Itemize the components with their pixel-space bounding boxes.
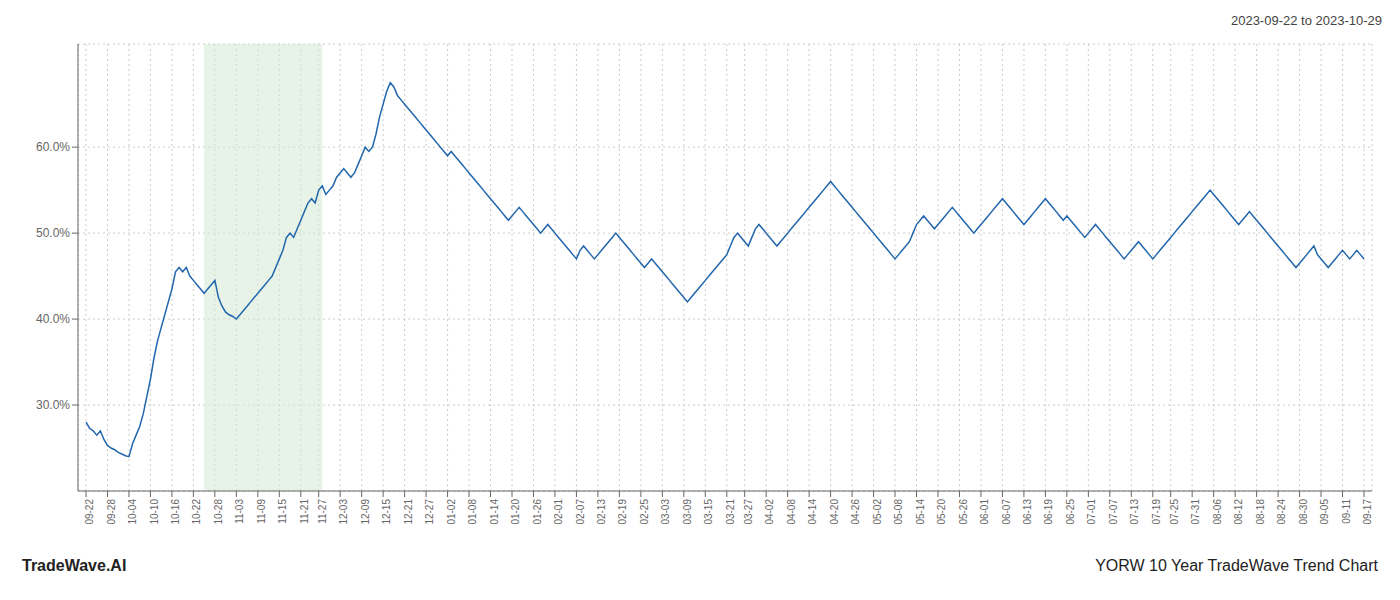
svg-text:30.0%: 30.0%	[36, 398, 70, 412]
svg-text:09-28: 09-28	[106, 499, 117, 525]
svg-text:04-14: 04-14	[807, 499, 818, 525]
svg-text:60.0%: 60.0%	[36, 140, 70, 154]
svg-text:03-09: 03-09	[682, 499, 693, 525]
svg-text:10-28: 10-28	[213, 499, 224, 525]
svg-text:01-02: 01-02	[446, 499, 457, 525]
svg-text:09-11: 09-11	[1341, 499, 1352, 524]
svg-text:08-06: 08-06	[1212, 499, 1223, 525]
svg-text:06-13: 06-13	[1022, 499, 1033, 525]
svg-text:12-03: 12-03	[338, 499, 349, 525]
svg-text:11-03: 11-03	[234, 499, 245, 524]
svg-text:04-20: 04-20	[829, 499, 840, 525]
svg-text:04-02: 04-02	[764, 499, 775, 525]
svg-text:12-09: 12-09	[360, 499, 371, 525]
svg-text:12-21: 12-21	[403, 499, 414, 525]
svg-text:06-19: 06-19	[1043, 499, 1054, 525]
svg-text:10-16: 10-16	[170, 499, 181, 525]
html-text:TradeWave.AI: TradeWave.AI	[22, 557, 127, 574]
html-text:YORW 10 Year TradeWave Trend C: YORW 10 Year TradeWave Trend Chart	[1095, 557, 1378, 574]
svg-text:05-08: 05-08	[893, 499, 904, 525]
svg-text:06-25: 06-25	[1065, 499, 1076, 525]
svg-text:07-31: 07-31	[1190, 499, 1201, 525]
svg-text:12-15: 12-15	[381, 499, 392, 525]
svg-text:02-25: 02-25	[639, 499, 650, 525]
svg-text:05-14: 05-14	[915, 499, 926, 525]
svg-text:01-26: 01-26	[532, 499, 543, 525]
svg-text:10-22: 10-22	[191, 499, 202, 525]
svg-text:05-26: 05-26	[958, 499, 969, 525]
svg-text:06-01: 06-01	[979, 499, 990, 525]
svg-text:03-21: 03-21	[725, 499, 736, 525]
svg-text:02-07: 02-07	[575, 499, 586, 525]
svg-text:08-18: 08-18	[1255, 499, 1266, 525]
svg-text:11-27: 11-27	[317, 499, 328, 524]
svg-text:11-15: 11-15	[277, 499, 288, 524]
svg-text:03-27: 03-27	[743, 499, 754, 525]
svg-text:50.0%: 50.0%	[36, 226, 70, 240]
svg-text:02-01: 02-01	[553, 499, 564, 525]
svg-text:06-07: 06-07	[1001, 499, 1012, 525]
svg-text:08-12: 08-12	[1233, 499, 1244, 525]
svg-text:09-17: 09-17	[1362, 499, 1373, 525]
svg-text:01-08: 01-08	[467, 499, 478, 525]
svg-text:40.0%: 40.0%	[36, 312, 70, 326]
svg-text:04-26: 04-26	[850, 499, 861, 525]
html-text:2023-09-22 to 2023-10-29: 2023-09-22 to 2023-10-29	[1230, 13, 1382, 28]
svg-text:10-04: 10-04	[127, 499, 138, 525]
svg-text:12-27: 12-27	[424, 499, 435, 525]
svg-text:02-13: 02-13	[596, 499, 607, 525]
svg-text:11-09: 11-09	[256, 499, 267, 524]
svg-text:05-20: 05-20	[936, 499, 947, 525]
svg-text:07-01: 07-01	[1086, 499, 1097, 525]
svg-text:08-24: 08-24	[1276, 499, 1287, 525]
svg-text:10-10: 10-10	[149, 499, 160, 525]
svg-text:03-15: 03-15	[703, 499, 714, 525]
svg-text:02-19: 02-19	[617, 499, 628, 525]
svg-text:01-20: 01-20	[510, 499, 521, 525]
svg-text:01-14: 01-14	[489, 499, 500, 525]
svg-text:11-21: 11-21	[299, 499, 310, 524]
svg-text:07-25: 07-25	[1169, 499, 1180, 525]
svg-text:07-19: 07-19	[1151, 499, 1162, 525]
svg-text:09-05: 09-05	[1319, 499, 1330, 525]
svg-text:07-07: 07-07	[1108, 499, 1119, 525]
svg-text:07-13: 07-13	[1129, 499, 1140, 525]
svg-text:04-08: 04-08	[786, 499, 797, 525]
svg-text:08-30: 08-30	[1298, 499, 1309, 525]
svg-text:05-02: 05-02	[872, 499, 883, 525]
svg-text:09-22: 09-22	[84, 499, 95, 525]
svg-text:03-03: 03-03	[660, 499, 671, 525]
